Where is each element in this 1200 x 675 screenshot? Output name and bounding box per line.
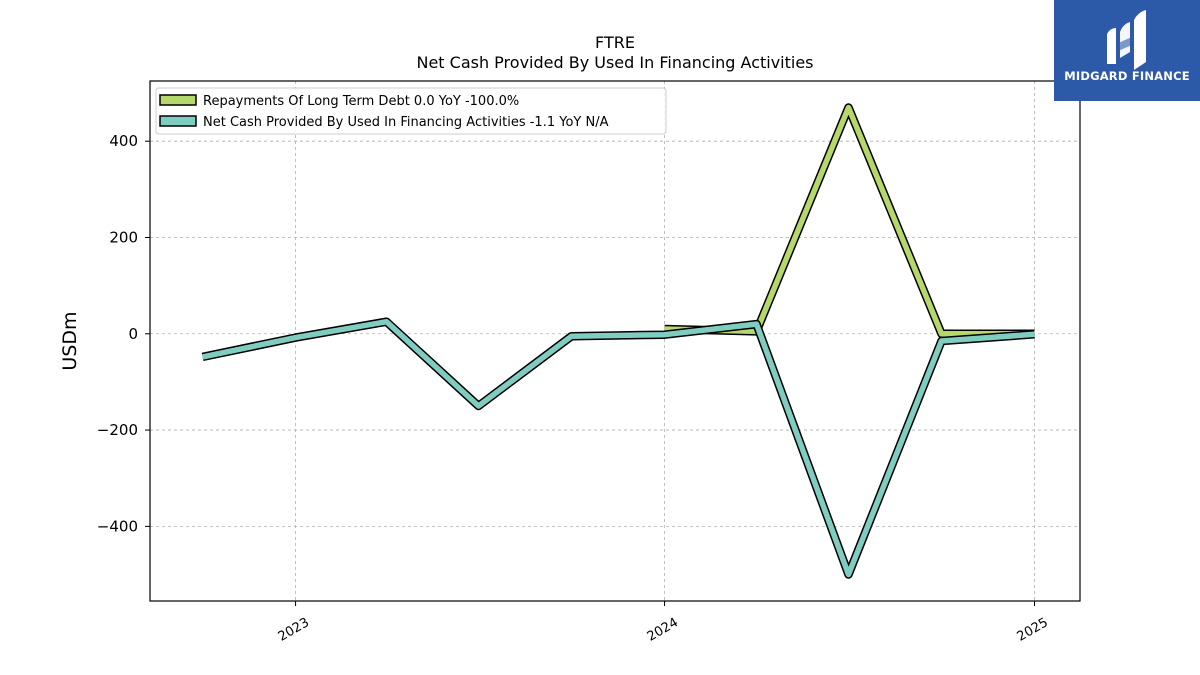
y-axis-label: USDm [59,311,81,370]
logo-text: MIDGARD FINANCE [1064,69,1190,83]
legend-swatch-net-cash [159,115,197,127]
series-line-net-cash [202,318,1035,578]
legend-label-net-cash: Net Cash Provided By Used In Financing A… [203,115,609,130]
grid [150,81,1080,601]
midgard-logo-icon [1107,10,1146,70]
x-tick-label: 2023 [276,615,312,645]
y-tick-label: 400 [109,132,138,150]
legend-label-repayments: Repayments Of Long Term Debt 0.0 YoY -10… [203,94,519,109]
midgard-finance-logo: MIDGARD FINANCE [1054,0,1200,101]
series-outline-net-cash [201,317,1035,579]
axis-ticks: −400 −200 0 200 400 2023 2024 2025 [97,132,1051,645]
legend-swatch-repayments [159,94,197,106]
chart-title: FTRE [595,33,635,52]
plot-frame [149,80,1081,602]
y-tick-label: 200 [109,228,138,246]
x-tick-label: 2024 [645,615,681,645]
series-group [201,103,1035,579]
x-tick-label: 2025 [1015,615,1051,645]
chart-subtitle: Net Cash Provided By Used In Financing A… [416,53,813,72]
legend-box [155,87,667,135]
legend: Repayments Of Long Term Debt 0.0 YoY -10… [155,87,667,135]
y-tick-label: −200 [97,421,138,439]
y-tick-label: −400 [97,517,138,535]
y-tick-label: 0 [128,325,138,343]
